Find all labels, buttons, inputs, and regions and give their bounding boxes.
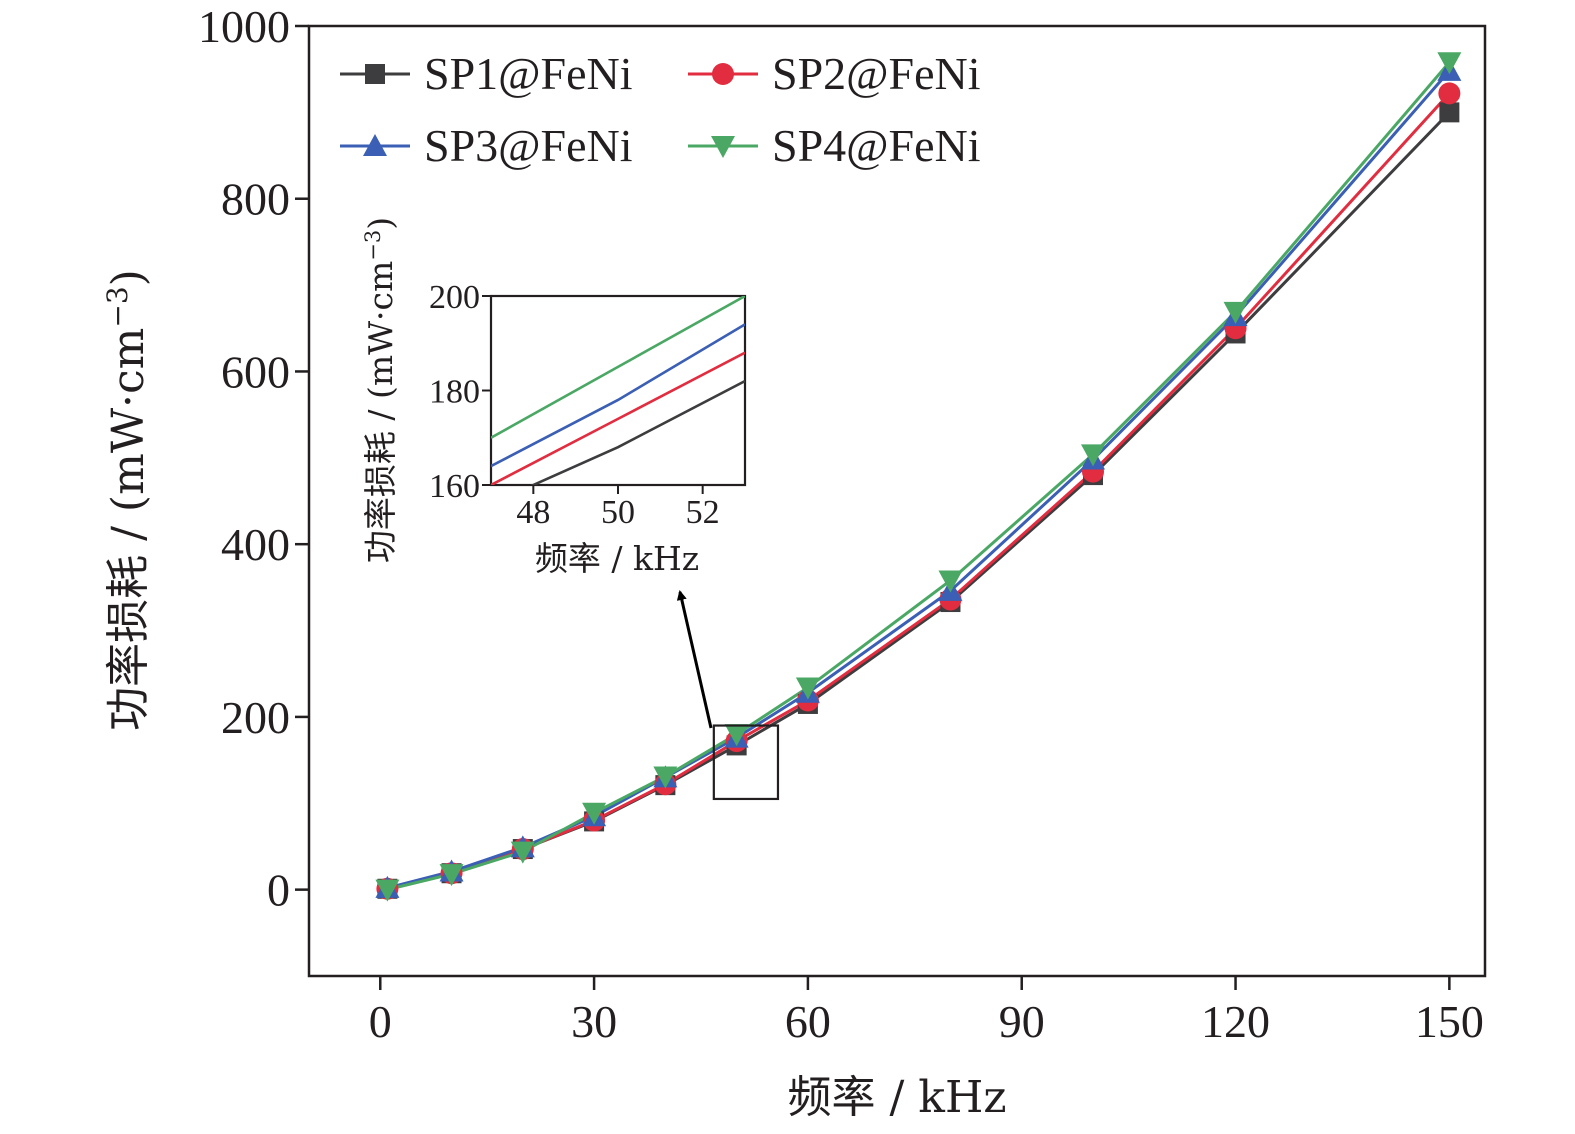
x-tick-label: 0	[369, 996, 392, 1047]
data-point-sp4-feni	[1437, 52, 1462, 75]
y-axis-title: 功率损耗 / (mW·cm−3)	[101, 269, 155, 731]
y-tick-label: 400	[221, 519, 290, 570]
data-point-sp4-feni	[375, 879, 400, 902]
data-point-sp4-feni	[439, 864, 464, 887]
data-point-sp4-feni	[653, 766, 678, 789]
inset-x-tick-label: 50	[601, 494, 635, 531]
legend-label: SP2@FeNi	[772, 48, 981, 99]
legend-item-sp3-feni: SP3@FeNi	[340, 120, 633, 171]
legend-swatch-marker	[365, 64, 385, 84]
legend-swatch-marker	[363, 134, 387, 156]
legend-item-sp1-feni: SP1@FeNi	[340, 48, 633, 99]
inset-series-line-sp3-feni	[491, 323, 745, 468]
legend-label: SP3@FeNi	[424, 120, 633, 171]
data-point-sp4-feni	[582, 802, 607, 825]
zoom-region-box	[712, 724, 780, 801]
inset-y-axis-title: 功率损耗 / (mW·cm−3)	[361, 217, 400, 563]
legend-item-sp4-feni: SP4@FeNi	[688, 120, 981, 171]
inset-y-tick-label: 160	[429, 468, 480, 505]
data-point-sp4-feni	[795, 677, 820, 700]
main-plot-frame	[307, 24, 1487, 978]
data-point-sp4-feni	[510, 841, 535, 864]
inset-y-tick-label: 200	[429, 279, 480, 316]
data-point-sp4-feni	[724, 724, 749, 747]
inset-series-line-sp1-feni	[530, 379, 745, 485]
y-tick-label: 0	[267, 865, 290, 916]
inset-x-axis-title: 频率 / kHz	[535, 539, 699, 578]
legend-item-sp2-feni: SP2@FeNi	[688, 48, 981, 99]
inset-y-tick-label: 180	[429, 374, 480, 411]
series-line-sp2-feni	[387, 92, 1451, 891]
inset-plot-frame	[489, 294, 747, 487]
inset-x-tick-label: 48	[516, 494, 550, 531]
main-series-markers	[375, 52, 1462, 902]
x-tick-label: 90	[999, 996, 1045, 1047]
legend: SP1@FeNi SP2@FeNi SP3@FeNi SP4@FeNi	[340, 48, 981, 171]
data-point-sp4-feni	[1081, 444, 1105, 467]
inset-series-line-sp2-feni	[491, 351, 745, 485]
legend-label: SP1@FeNi	[424, 48, 633, 99]
data-point-sp2-feni	[1438, 82, 1461, 105]
y-tick-label: 200	[221, 692, 290, 743]
y-tick-label: 1000	[198, 1, 290, 52]
x-tick-label: 30	[571, 996, 617, 1047]
x-tick-label: 150	[1415, 996, 1484, 1047]
inset-series-lines	[491, 296, 745, 485]
x-tick-label: 60	[785, 996, 831, 1047]
x-tick-label: 120	[1201, 996, 1270, 1047]
zoom-arrow	[676, 590, 713, 729]
inset-x-tick-label: 52	[686, 494, 720, 531]
data-point-sp1-feni	[1439, 102, 1460, 123]
inset-axes: 48 50 52 160 180 200	[429, 279, 720, 531]
x-axis-title: 频率 / kHz	[787, 1072, 1006, 1123]
legend-label: SP4@FeNi	[772, 120, 981, 171]
legend-swatch-marker	[712, 63, 734, 85]
inset-series-line-sp4-feni	[491, 296, 745, 439]
data-point-sp4-feni	[938, 570, 963, 593]
y-tick-label: 600	[221, 346, 290, 397]
legend-swatch-marker	[711, 136, 735, 158]
y-tick-label: 800	[221, 174, 290, 225]
data-point-sp4-feni	[1223, 301, 1248, 324]
main-axes: 0 30 60 90 120 150 0 200 400 600 800 1000	[198, 1, 1484, 1047]
